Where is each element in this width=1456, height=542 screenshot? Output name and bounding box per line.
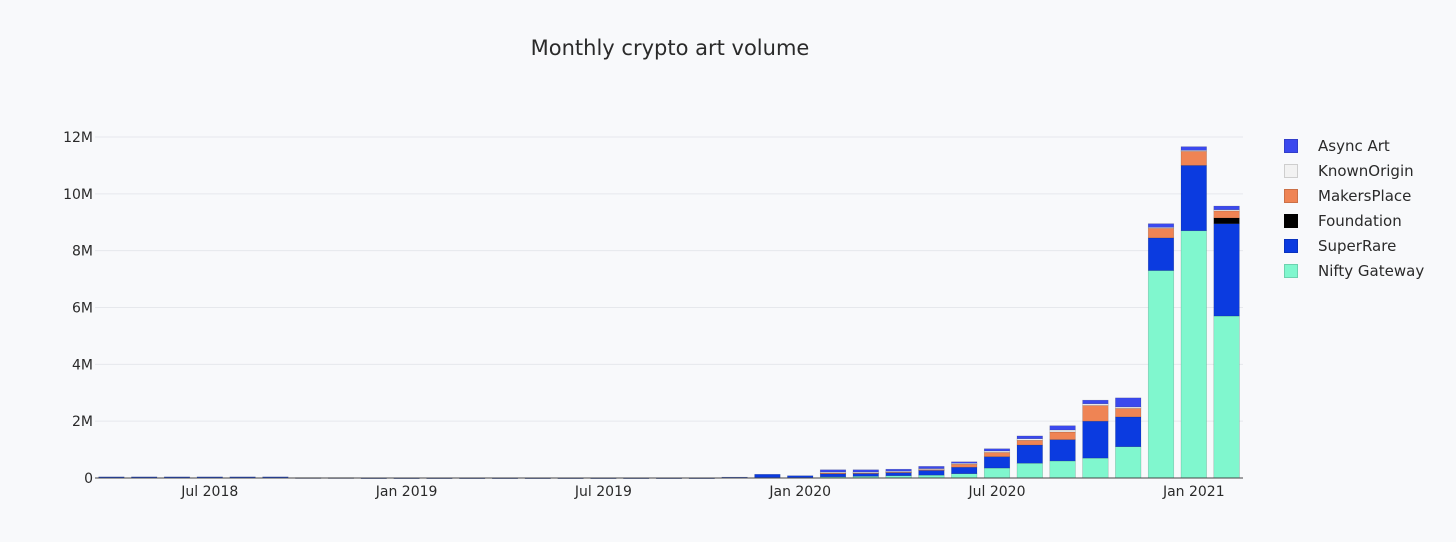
bar-segment — [1016, 444, 1043, 464]
bar-segment — [1115, 406, 1142, 409]
bar-segment — [951, 473, 978, 479]
x-tick-label: Jul 2019 — [574, 484, 632, 500]
bar-segment — [1016, 462, 1043, 479]
legend-item[interactable]: SuperRare — [1284, 233, 1424, 258]
bar-segment — [1213, 315, 1240, 479]
y-tick-label: 12M — [63, 130, 93, 146]
bar-segment — [918, 469, 945, 476]
legend-swatch — [1284, 238, 1298, 253]
bar-segment — [1180, 146, 1207, 151]
bar-segment — [1049, 425, 1076, 431]
legend-item[interactable]: Nifty Gateway — [1284, 258, 1424, 283]
bar-segment — [1115, 446, 1142, 479]
bar-segment — [852, 469, 879, 473]
bar-segment — [983, 452, 1011, 457]
legend-swatch — [1284, 213, 1298, 228]
legend-label: Async Art — [1318, 136, 1390, 155]
bar-segment — [1180, 150, 1207, 166]
bar-segment — [1082, 457, 1109, 479]
bar-segment — [1180, 230, 1207, 479]
bar-segment — [1049, 460, 1076, 479]
bar-segment — [1016, 435, 1043, 440]
legend-label: SuperRare — [1318, 236, 1397, 255]
bar-segment — [1049, 431, 1076, 440]
x-tick-label: Jan 2020 — [768, 484, 831, 500]
legend-item[interactable]: MakersPlace — [1284, 183, 1424, 208]
bar-segment — [1147, 227, 1175, 239]
y-tick-label: 6M — [72, 301, 93, 317]
bar-segment — [1049, 439, 1076, 462]
bar-segment — [1213, 217, 1240, 224]
legend-item[interactable]: KnownOrigin — [1284, 158, 1424, 183]
bar-segment — [1147, 270, 1175, 479]
legend-label: Nifty Gateway — [1318, 261, 1425, 280]
bar-segment — [1082, 403, 1109, 406]
bar-segment — [1082, 399, 1109, 405]
bar-segment — [1082, 420, 1109, 459]
bar-segment — [1049, 429, 1076, 433]
bar-segment — [951, 466, 978, 474]
legend-item[interactable]: Async Art — [1284, 133, 1424, 158]
bar-segment — [983, 448, 1011, 452]
bar-segment — [1082, 405, 1109, 422]
legend-item[interactable]: Foundation — [1284, 208, 1424, 233]
legend-label: Foundation — [1318, 211, 1402, 230]
legend-label: MakersPlace — [1318, 186, 1412, 205]
bar-segment — [918, 466, 945, 469]
bar-segment — [1115, 397, 1142, 408]
bar-segment — [1213, 210, 1240, 219]
legend-swatch — [1284, 163, 1298, 178]
legend-label: KnownOrigin — [1318, 161, 1414, 180]
x-tick-label: Jul 2018 — [180, 484, 238, 500]
x-tick-label: Jul 2020 — [968, 484, 1026, 500]
bar-segment — [1147, 223, 1175, 228]
bar-segment — [885, 468, 912, 472]
y-tick-label: 10M — [63, 187, 93, 203]
bar-segment — [951, 463, 978, 468]
bar-segment — [754, 474, 781, 479]
chart-legend: Async Art KnownOrigin MakersPlace Foundatio… — [1284, 133, 1424, 283]
y-tick-label: 8M — [72, 244, 93, 260]
bar-segment — [819, 469, 847, 473]
bar-segment — [1115, 408, 1142, 418]
bar-segment — [951, 461, 978, 464]
bar-segment — [1180, 165, 1207, 232]
bar-segment — [983, 456, 1011, 469]
bar-segment — [1213, 205, 1240, 210]
legend-swatch — [1284, 138, 1298, 153]
bar-segment — [983, 467, 1011, 479]
x-tick-label: Jan 2021 — [1162, 484, 1225, 500]
x-tick-label: Jan 2019 — [375, 484, 438, 500]
bar-segment — [1147, 237, 1175, 271]
bar-segment — [1016, 439, 1043, 446]
bar-segment — [1115, 416, 1142, 447]
chart-title: Monthly crypto art volume — [530, 36, 810, 60]
bar-segment — [1213, 223, 1240, 317]
y-tick-label: 4M — [72, 357, 93, 373]
legend-swatch — [1284, 263, 1298, 278]
legend-swatch — [1284, 188, 1298, 203]
y-tick-label: 0 — [84, 471, 93, 487]
y-tick-label: 2M — [72, 414, 93, 430]
